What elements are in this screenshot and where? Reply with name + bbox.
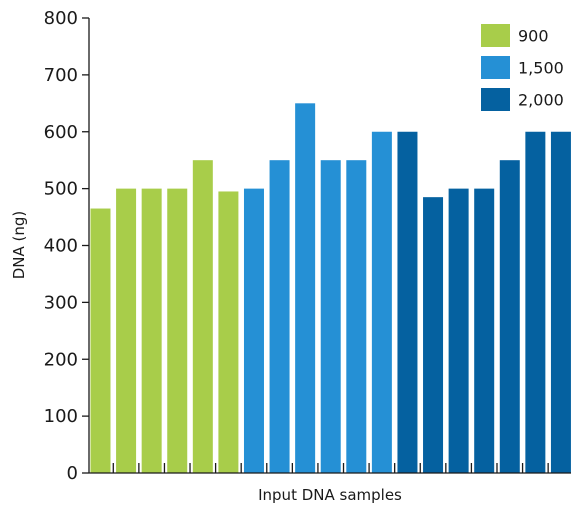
x-axis [89, 463, 571, 474]
bar [499, 160, 520, 473]
bar [90, 208, 111, 473]
bar [320, 160, 341, 473]
legend-swatch [481, 56, 510, 79]
y-tick-label: 700 [44, 65, 78, 86]
x-axis-title: Input DNA samples [258, 486, 402, 504]
bar [116, 188, 137, 473]
legend-swatch [481, 24, 510, 47]
legend: 900 1,500 2,000 [481, 24, 564, 111]
bar [550, 131, 571, 473]
y-tick-label: 800 [44, 8, 78, 29]
legend-label: 900 [518, 27, 549, 46]
y-tick-label: 100 [44, 406, 78, 427]
bar [423, 197, 444, 473]
legend-label: 2,000 [518, 91, 564, 110]
bar [218, 191, 239, 473]
bar [269, 160, 290, 473]
y-tick-label: 0 [67, 463, 78, 484]
y-tick-label: 200 [44, 349, 78, 370]
y-axis-title: DNA (ng) [10, 211, 28, 280]
bar [167, 188, 188, 473]
y-tick-label: 600 [44, 122, 78, 143]
y-axis: 0 100 200 300 400 500 600 700 800 [44, 8, 90, 484]
bar [346, 160, 367, 473]
bars [90, 103, 571, 473]
y-tick-label: 300 [44, 292, 78, 313]
bar [371, 131, 392, 473]
bar [141, 188, 162, 473]
y-tick-label: 500 [44, 179, 78, 200]
legend-swatch [481, 88, 510, 111]
bar [243, 188, 264, 473]
legend-label: 1,500 [518, 59, 564, 78]
bar [192, 160, 213, 473]
bar [397, 131, 418, 473]
bar [525, 131, 546, 473]
bar [474, 188, 495, 473]
bar [295, 103, 316, 473]
y-tick-label: 400 [44, 236, 78, 257]
bar [448, 188, 469, 473]
